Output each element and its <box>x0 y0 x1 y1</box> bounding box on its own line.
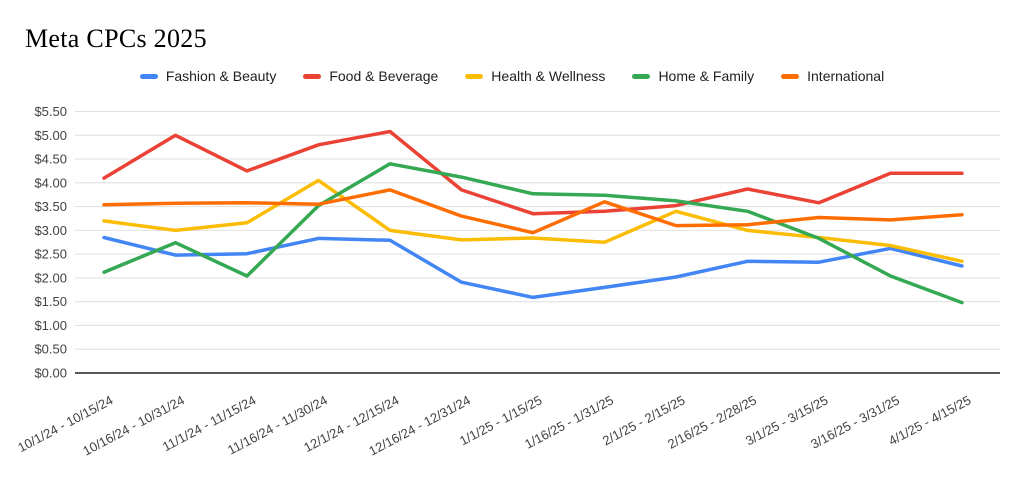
y-tick-label: $5.00 <box>34 128 67 143</box>
legend-label: Home & Family <box>658 68 755 84</box>
series-line-international <box>102 188 964 235</box>
legend-label: Fashion & Beauty <box>165 68 277 84</box>
legend-swatch-health-wellness-icon <box>465 73 484 79</box>
legend-swatch-food-beverage-icon <box>303 73 322 79</box>
legend-swatch-fashion-beauty-icon <box>139 73 158 79</box>
legend-label: International <box>807 68 885 84</box>
legend-swatch-international-icon <box>781 73 800 79</box>
series-line-home-family <box>102 162 964 305</box>
legend-item-health-wellness[interactable]: Health & Wellness <box>465 68 605 84</box>
y-tick-label: $2.00 <box>34 270 67 285</box>
y-tick-label: $2.50 <box>34 247 67 262</box>
legend-item-international[interactable]: International <box>781 68 884 84</box>
legend-swatch-home-family-icon <box>632 73 651 79</box>
y-tick-label: $0.50 <box>34 342 67 357</box>
y-tick-label: $3.00 <box>34 223 67 238</box>
series-line-food-beverage <box>102 129 964 216</box>
y-tick-label: $3.50 <box>34 199 67 214</box>
y-tick-label: $4.00 <box>34 175 67 190</box>
legend-item-fashion-beauty[interactable]: Fashion & Beauty <box>139 68 277 84</box>
legend-item-home-family[interactable]: Home & Family <box>632 68 754 84</box>
series-line-fashion-beauty <box>102 235 964 300</box>
legend-label: Food & Beverage <box>329 68 439 84</box>
legend-item-food-beverage[interactable]: Food & Beverage <box>303 68 438 84</box>
legend-label: Health & Wellness <box>491 68 606 84</box>
y-tick-label: $5.50 <box>34 104 67 119</box>
chart-title: Meta CPCs 2025 <box>25 24 207 53</box>
y-tick-label: $0.00 <box>34 366 67 381</box>
y-tick-label: $1.50 <box>34 294 67 309</box>
y-tick-label: $4.50 <box>34 152 67 167</box>
y-tick-label: $1.00 <box>34 318 67 333</box>
chart-legend: Fashion & Beauty Food & Beverage Health … <box>0 68 1024 84</box>
